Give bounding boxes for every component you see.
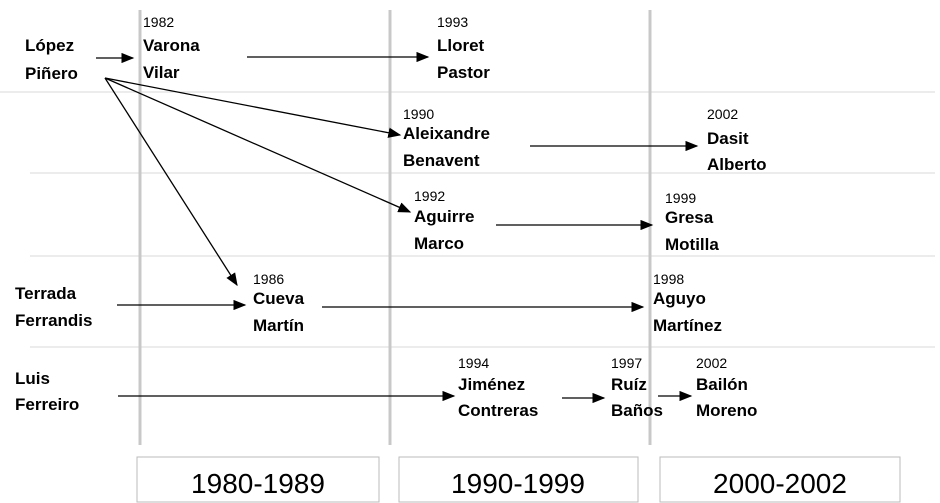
node-year: 2002 bbox=[707, 106, 738, 122]
period-label: 1980-1989 bbox=[191, 468, 325, 499]
node-name: Ferrandis bbox=[15, 311, 92, 330]
node-name: Ferreiro bbox=[15, 395, 79, 414]
period-label: 2000-2002 bbox=[713, 468, 847, 499]
node-name: Lloret bbox=[437, 36, 485, 55]
grid bbox=[0, 10, 935, 503]
node-year: 1994 bbox=[458, 355, 489, 371]
node-name: Ruíz bbox=[611, 375, 647, 394]
node-name: Terrada bbox=[15, 284, 77, 303]
node-name: Contreras bbox=[458, 401, 538, 420]
node-name: Varona bbox=[143, 36, 200, 55]
node-name: Moreno bbox=[696, 401, 757, 420]
node-year: 2002 bbox=[696, 355, 727, 371]
node-name: Luis bbox=[15, 369, 50, 388]
node-name: Baños bbox=[611, 401, 663, 420]
node-name: Aguirre bbox=[414, 207, 474, 226]
node-name: Aleixandre bbox=[403, 124, 490, 143]
node-name: Benavent bbox=[403, 151, 480, 170]
node-year: 1993 bbox=[437, 14, 468, 30]
node-name: Motilla bbox=[665, 235, 719, 254]
node-year: 1997 bbox=[611, 355, 642, 371]
node-name: Martínez bbox=[653, 316, 722, 335]
node-year: 1999 bbox=[665, 190, 696, 206]
period-label: 1990-1999 bbox=[451, 468, 585, 499]
node-name: Alberto bbox=[707, 155, 767, 174]
node-name: Jiménez bbox=[458, 375, 525, 394]
node-name: Cueva bbox=[253, 289, 305, 308]
node-name: Aguyo bbox=[653, 289, 706, 308]
node-name: López bbox=[25, 36, 74, 55]
node-name: Marco bbox=[414, 234, 464, 253]
node-name: Martín bbox=[253, 316, 304, 335]
node-year: 1992 bbox=[414, 188, 445, 204]
node-name: Pastor bbox=[437, 63, 490, 82]
arrows bbox=[96, 51, 699, 404]
node-name: Gresa bbox=[665, 208, 714, 227]
node-name: Bailón bbox=[696, 375, 748, 394]
node-year: 1986 bbox=[253, 271, 284, 287]
node-name: Vilar bbox=[143, 63, 180, 82]
node-year: 1998 bbox=[653, 271, 684, 287]
node-name: Piñero bbox=[25, 64, 78, 83]
node-year: 1982 bbox=[143, 14, 174, 30]
node-name: Dasit bbox=[707, 129, 749, 148]
node-year: 1990 bbox=[403, 106, 434, 122]
